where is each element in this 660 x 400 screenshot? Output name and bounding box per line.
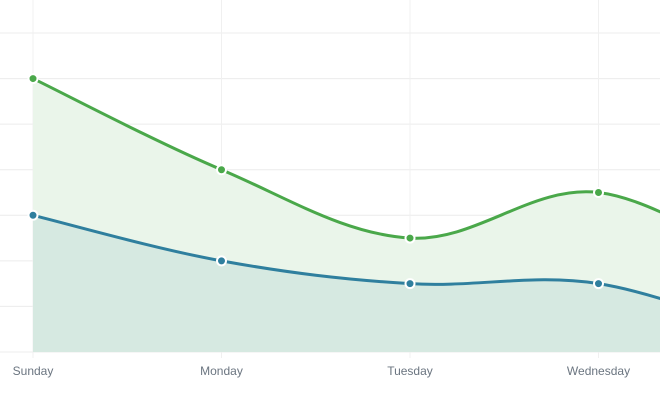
x-tick-label: Monday	[200, 364, 243, 378]
data-points	[27, 73, 604, 290]
x-axis: SundayMondayTuesdayWednesdayThursday	[13, 364, 630, 378]
series-2-point-monday	[216, 255, 227, 267]
x-tick-label: Sunday	[13, 364, 54, 378]
series-1-point-wednesday	[593, 187, 604, 198]
series-2-point-tuesday	[404, 278, 416, 290]
series-1-point-monday	[216, 164, 227, 176]
series-2-area	[33, 215, 660, 352]
series-areas	[33, 78, 660, 352]
x-tick-label: Tuesday	[387, 364, 433, 378]
series-2-point-wednesday	[593, 278, 604, 290]
x-tick-label: Wednesday	[567, 364, 630, 378]
series-1-point-sunday	[27, 73, 39, 85]
series-2-point-sunday	[27, 209, 39, 221]
series-1-point-tuesday	[404, 232, 416, 244]
